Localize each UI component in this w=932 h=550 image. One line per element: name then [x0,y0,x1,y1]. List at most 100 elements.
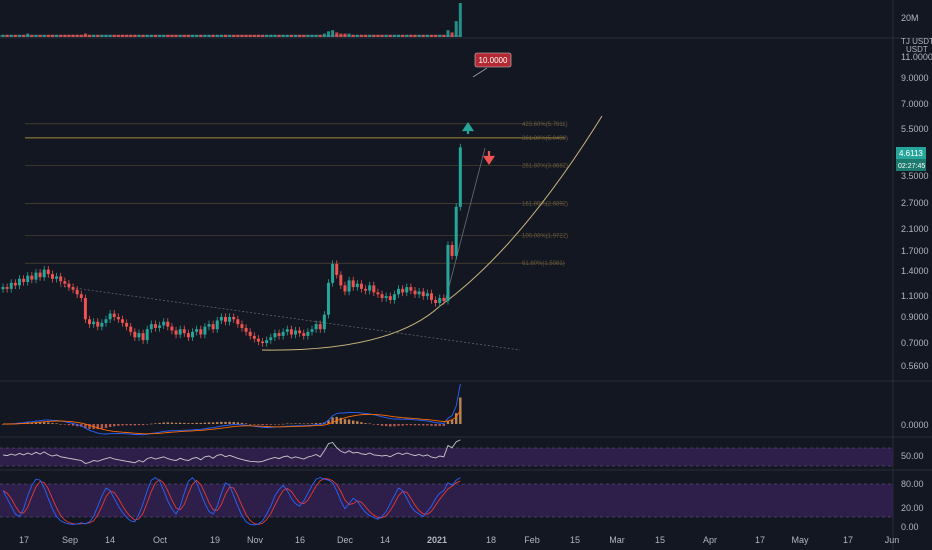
descending-trendline[interactable] [59,285,521,351]
candle[interactable] [240,324,244,328]
candle[interactable] [63,281,67,284]
candle[interactable] [364,288,368,291]
candle[interactable] [446,244,450,301]
time-axis[interactable]: 17 Sep 14 Oct 19 Nov 16 Dec 14 2021 18 Feb 15 Mar 15 Ap… [19,535,899,545]
candle[interactable] [277,333,281,336]
volume-bar[interactable] [384,34,388,37]
drawings[interactable] [59,115,603,351]
candle[interactable] [125,322,129,327]
volume-bar[interactable] [413,34,417,37]
volume-bar[interactable] [88,34,92,37]
volume-bar[interactable] [294,34,298,37]
volume-bar[interactable] [46,34,50,37]
candle[interactable] [42,269,46,278]
steep-trendline[interactable] [444,147,486,303]
candle[interactable] [339,274,343,286]
candle[interactable] [322,314,326,330]
parabolic-curve[interactable] [261,115,603,351]
volume-bar[interactable] [149,34,153,37]
candle[interactable] [129,326,133,332]
candle[interactable] [22,278,26,283]
candle[interactable] [215,320,219,330]
volume-bar[interactable] [83,33,87,37]
candle[interactable] [450,244,454,256]
candle[interactable] [46,269,50,275]
candle[interactable] [306,331,310,336]
candle[interactable] [75,289,79,295]
volume-bar[interactable] [454,21,458,37]
volume-bar[interactable] [355,34,359,37]
candle[interactable] [376,292,380,295]
candle[interactable] [17,278,21,286]
volume-bar[interactable] [34,34,38,37]
volume-bar[interactable] [228,34,232,37]
volume-bar[interactable] [252,34,256,37]
signal-line[interactable] [3,410,461,435]
candle[interactable] [9,282,13,289]
volume-bar[interactable] [372,34,376,37]
volume-bar[interactable] [59,34,63,37]
candle[interactable] [413,290,417,295]
candle[interactable] [67,283,71,288]
volume-bar[interactable] [186,34,190,37]
volume-bar[interactable] [343,33,347,37]
volume-bar[interactable] [331,30,335,37]
volume-bar[interactable] [289,34,293,37]
candle[interactable] [158,325,162,328]
volume-bar[interactable] [397,34,401,37]
candle[interactable] [137,333,141,338]
candle[interactable] [50,274,54,279]
candle[interactable] [281,331,285,336]
volume-bar[interactable] [248,34,252,37]
volume-bar[interactable] [50,34,54,37]
volume-bar[interactable] [265,34,269,37]
volume-bar[interactable] [92,34,96,37]
volume-bar[interactable] [322,33,326,37]
volume-bar[interactable] [351,34,355,37]
candle[interactable] [261,341,265,344]
candle[interactable] [343,285,347,292]
candle[interactable] [269,337,273,341]
volume-bar[interactable] [236,34,240,37]
candle[interactable] [244,327,248,332]
candle[interactable] [417,291,421,295]
candle[interactable] [153,324,157,328]
volume-bar[interactable] [158,34,162,37]
volume-bar[interactable] [339,33,343,37]
volume-bar[interactable] [450,32,454,37]
volume-bar[interactable] [458,3,462,37]
candle[interactable] [285,329,289,332]
candle[interactable] [326,282,330,315]
volume-bar[interactable] [314,34,318,37]
candle[interactable] [228,316,232,322]
candle[interactable] [442,298,446,301]
price-axis[interactable]: 11.0000 9.0000 7.0000 5.5000 3.5000 2.7000 2.1… [901,52,932,371]
volume-bar[interactable] [269,34,273,37]
candle[interactable] [289,329,293,335]
volume-bars[interactable] [0,3,462,37]
candle[interactable] [26,275,30,283]
volume-bar[interactable] [434,34,438,37]
macd-pane[interactable] [1,383,462,436]
candle[interactable] [359,283,363,289]
candle[interactable] [174,330,178,335]
volume-bar[interactable] [1,34,5,37]
candle[interactable] [298,330,302,334]
volume-bar[interactable] [145,34,149,37]
volume-bar[interactable] [215,34,219,37]
macd-line[interactable] [2,383,461,436]
candle[interactable] [30,275,34,280]
candle[interactable] [79,294,83,299]
candle[interactable] [92,321,96,325]
candle[interactable] [434,299,438,303]
rsi-line[interactable] [2,439,461,464]
volume-bar[interactable] [232,34,236,37]
stoch-d-line[interactable] [2,478,461,525]
candle[interactable] [351,280,355,288]
volume-bar[interactable] [75,34,79,37]
volume-bar[interactable] [421,34,425,37]
volume-bar[interactable] [281,34,285,37]
candle[interactable] [199,329,203,335]
candle[interactable] [232,316,236,320]
